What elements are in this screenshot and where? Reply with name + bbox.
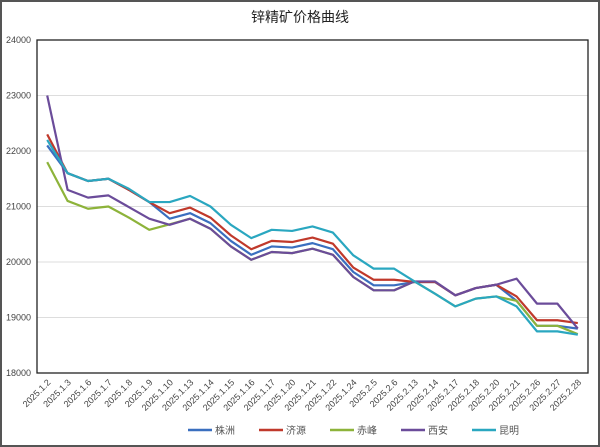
chart-title: 锌精矿价格曲线 xyxy=(251,10,349,26)
legend-label: 西安 xyxy=(428,424,448,437)
legend-label: 昆明 xyxy=(499,425,519,437)
y-tick-label: 23000 xyxy=(6,91,31,101)
y-tick-label: 24000 xyxy=(6,35,31,45)
legend-label: 株洲 xyxy=(215,424,235,437)
legend-label: 赤峰 xyxy=(357,425,377,437)
y-tick-label: 22000 xyxy=(6,146,31,156)
series-line-4 xyxy=(46,139,578,336)
legend-label: 济源 xyxy=(286,424,306,437)
y-tick-label: 19000 xyxy=(6,313,31,323)
series-line-1 xyxy=(46,133,578,325)
plot-area-border xyxy=(36,39,589,374)
series-line-3 xyxy=(46,95,579,330)
y-tick-label: 20000 xyxy=(6,257,31,267)
y-tick-label: 21000 xyxy=(6,202,31,212)
y-tick-label: 18000 xyxy=(6,368,31,378)
